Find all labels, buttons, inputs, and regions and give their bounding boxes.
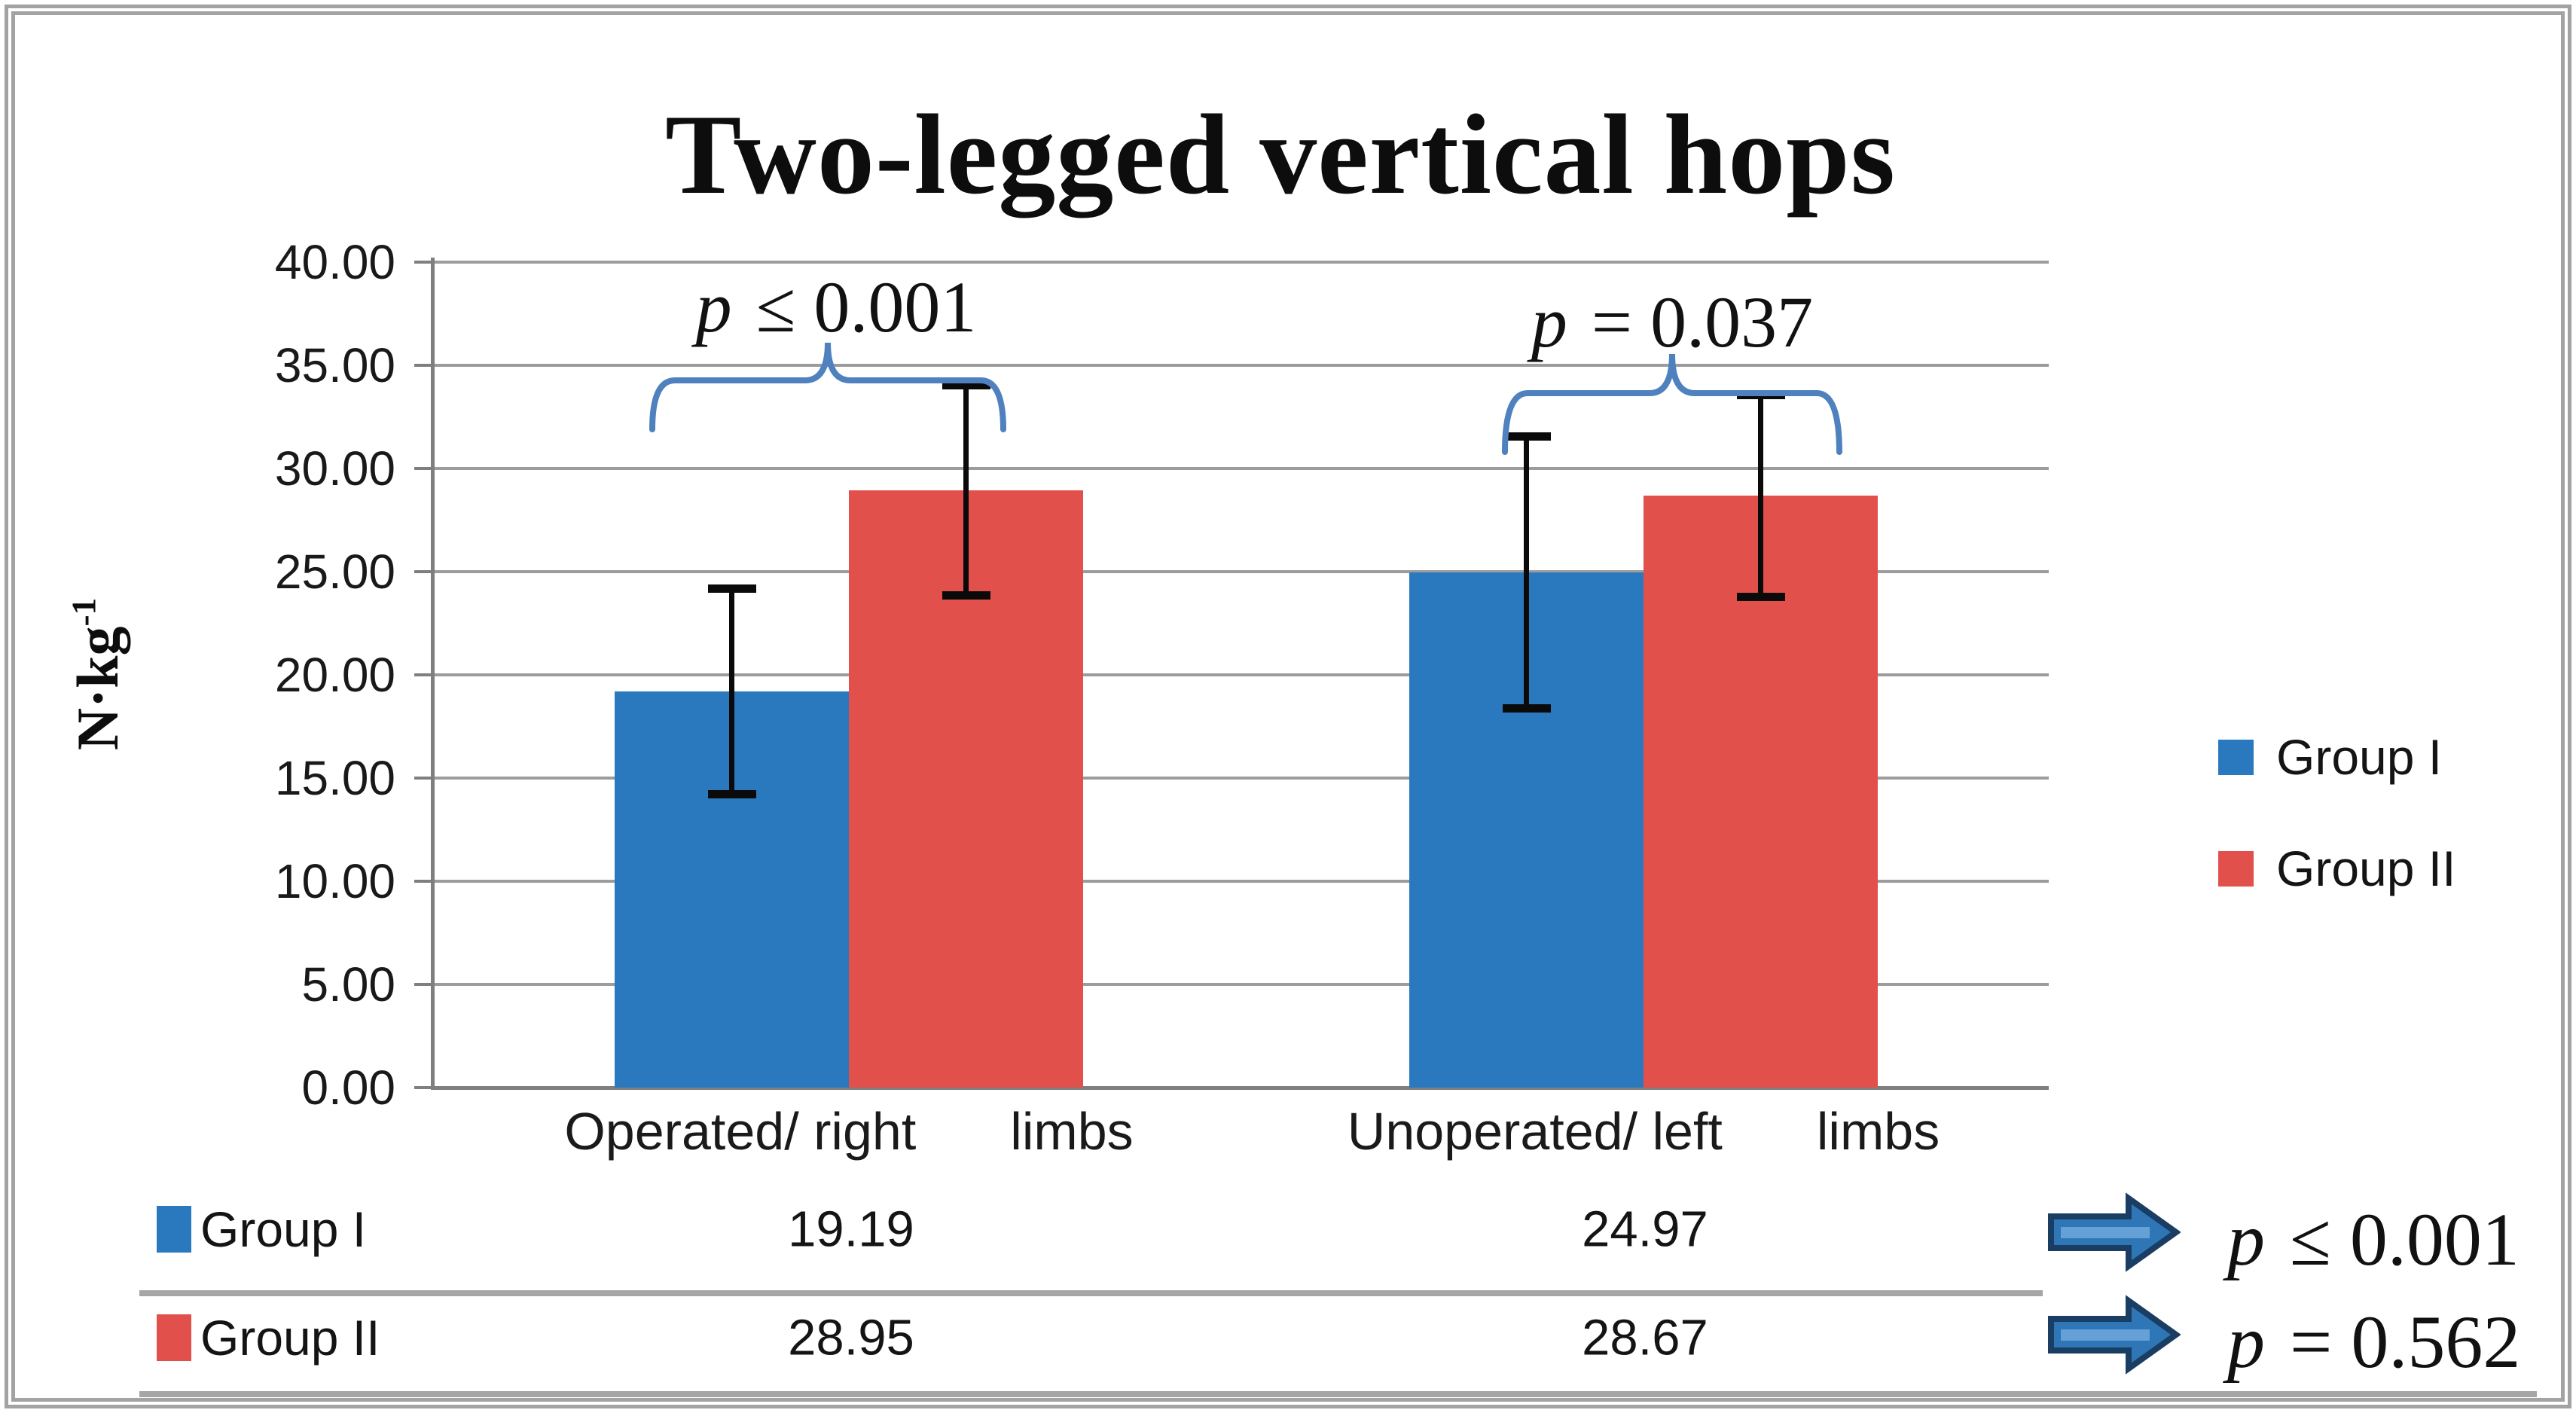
error-bar: [729, 588, 734, 795]
legend-entry: Group II: [2218, 841, 2455, 896]
p-value-text: = 0.562: [2271, 1299, 2521, 1384]
gridline: [433, 570, 2049, 573]
gridline: [433, 364, 2049, 367]
table-cell-value: 28.95: [788, 1309, 914, 1366]
significance-brace: [649, 342, 1006, 432]
y-axis-tick: [414, 467, 433, 470]
y-tick-label: 30.00: [274, 441, 395, 496]
legend-entry: Group I: [2218, 729, 2455, 785]
y-tick-label: 35.00: [274, 338, 395, 392]
p-symbol: p: [695, 267, 732, 347]
error-bar-cap-top: [1502, 432, 1551, 441]
p-value-text: = 0.037: [1573, 282, 1814, 362]
table-row-swatch: [157, 1206, 191, 1253]
table-row-swatch: [157, 1314, 191, 1361]
error-bar: [963, 385, 969, 596]
table-cell-value: 24.97: [1582, 1201, 1708, 1258]
y-tick-label: 20.00: [274, 648, 395, 702]
y-tick-label: 25.00: [274, 545, 395, 599]
y-axis-tick: [414, 983, 433, 986]
gridline: [433, 673, 2049, 676]
right-block-arrow-icon: [2048, 1192, 2181, 1272]
y-axis-line: [431, 258, 435, 1090]
right-block-arrow-icon: [2048, 1295, 2181, 1375]
y-axis-tick: [414, 880, 433, 883]
footer-stat-row: p ≤ 0.001: [2047, 1192, 2520, 1281]
y-axis-tick: [414, 777, 433, 780]
error-bar-cap-bottom: [1736, 592, 1785, 601]
error-bar-cap-bottom: [707, 790, 756, 799]
legend-label: Group I: [2276, 729, 2443, 785]
gridline: [433, 261, 2049, 264]
x-category-label-main: Unoperated/ left: [1347, 1102, 1723, 1161]
y-tick-label: 40.00: [274, 235, 395, 289]
x-category-label-suffix: limbs: [1010, 1102, 1134, 1161]
table-bottom-line: [139, 1391, 2537, 1397]
p-value-annotation: p = 0.037: [1531, 280, 1813, 364]
y-tick-label: 5.00: [301, 957, 395, 1012]
p-value-text: ≤ 0.001: [2271, 1197, 2520, 1281]
footer-p-value: p = 0.562: [2227, 1285, 2520, 1385]
legend-label: Group II: [2276, 841, 2456, 896]
footer-p-value: p ≤ 0.001: [2227, 1183, 2520, 1283]
y-tick-label: 10.00: [274, 854, 395, 908]
gridline: [433, 467, 2049, 470]
legend-swatch: [2218, 850, 2254, 887]
y-axis-tick: [414, 570, 433, 573]
error-bar-cap-top: [707, 584, 756, 594]
y-axis-tick: [414, 261, 433, 264]
p-symbol: p: [1531, 282, 1567, 362]
error-bar: [1524, 435, 1529, 709]
table-row-separator: [139, 1290, 2043, 1296]
y-tick-label: 0.00: [301, 1061, 395, 1115]
y-axis-tick: [414, 673, 433, 676]
x-category-label: Operated/ right limbs: [564, 1101, 1133, 1161]
p-symbol: p: [2227, 1197, 2265, 1281]
chart-title: Two-legged vertical hops: [665, 91, 1896, 218]
x-category-label: Unoperated/ left limbs: [1348, 1101, 1940, 1161]
y-tick-label: 15.00: [274, 751, 395, 805]
x-axis-line: [433, 1086, 2049, 1090]
significance-brace: [1502, 353, 1842, 455]
y-axis-tick: [414, 364, 433, 367]
p-value-text: ≤ 0.001: [737, 267, 977, 347]
p-value-annotation: p ≤ 0.001: [696, 265, 977, 349]
x-category-label-main: Operated/ right: [564, 1102, 917, 1161]
gridline: [433, 983, 2049, 986]
error-bar-cap-bottom: [942, 591, 990, 600]
error-bar-cap-top: [942, 381, 990, 390]
footer-stat-row: p = 0.562: [2047, 1292, 2520, 1384]
legend-swatch: [2218, 739, 2254, 775]
y-axis-tick: [414, 1086, 433, 1089]
table-row-label: Group II: [200, 1310, 380, 1366]
table-row-label: Group I: [200, 1201, 367, 1257]
table-cell-value: 28.67: [1582, 1309, 1708, 1366]
gridline: [433, 777, 2049, 780]
table-cell-value: 19.19: [788, 1201, 914, 1258]
legend: Group I Group II: [2218, 729, 2455, 896]
error-bar: [1758, 395, 1763, 597]
gridline: [433, 880, 2049, 883]
p-symbol: p: [2227, 1299, 2265, 1384]
error-bar-cap-bottom: [1502, 703, 1551, 713]
x-category-label-suffix: limbs: [1816, 1102, 1940, 1161]
